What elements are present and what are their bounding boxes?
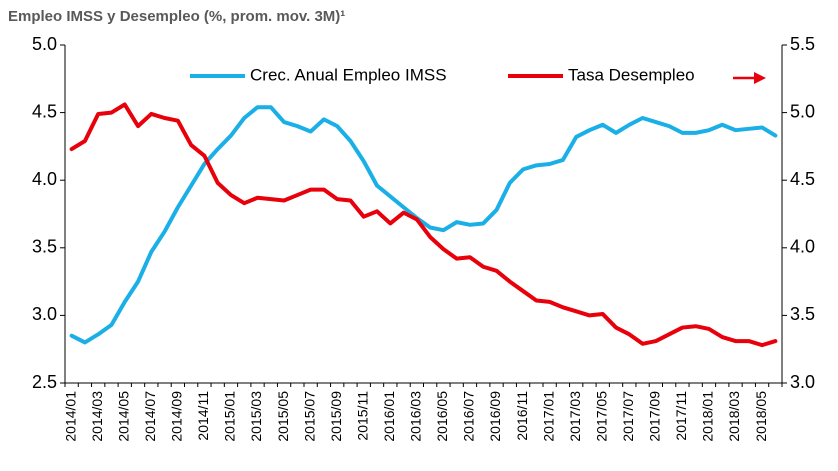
- y-tick-label: 4.0: [32, 169, 57, 189]
- y2-tick-label: 5.5: [790, 34, 815, 54]
- y-tick-label: 5.0: [32, 34, 57, 54]
- x-tick-label: 2015/11: [354, 391, 370, 441]
- x-tick-label: 2017/11: [673, 391, 689, 441]
- y2-tick-label: 3.0: [790, 372, 815, 392]
- y2-tick-label: 4.5: [790, 169, 815, 189]
- x-tick-label: 2016/07: [461, 391, 477, 442]
- x-tick-label: 2017/09: [647, 391, 663, 442]
- series-line: [69, 102, 778, 348]
- x-tick-label: 2016/03: [408, 391, 424, 442]
- x-tick-label: 2018/01: [700, 391, 716, 442]
- x-tick-label: 2015/01: [222, 391, 238, 442]
- x-tick-label: 2016/01: [381, 391, 397, 442]
- x-tick-label: 2015/05: [275, 391, 291, 442]
- x-tick-label: 2017/07: [620, 391, 636, 442]
- x-tick-label: 2014/09: [169, 391, 185, 442]
- x-tick-label: 2015/03: [248, 391, 264, 442]
- legend-arrow-head: [754, 72, 766, 84]
- x-tick-label: 2017/05: [593, 391, 609, 442]
- x-tick-label: 2015/07: [301, 391, 317, 442]
- x-tick-label: 2016/05: [434, 391, 450, 442]
- legend-label: Crec. Anual Empleo IMSS: [250, 65, 447, 84]
- y-tick-label: 3.0: [32, 304, 57, 324]
- x-tick-label: 2014/03: [89, 391, 105, 442]
- y-tick-label: 3.5: [32, 237, 57, 257]
- x-tick-label: 2014/11: [195, 391, 211, 441]
- x-tick-label: 2015/09: [328, 391, 344, 442]
- x-tick-label: 2014/01: [62, 391, 78, 442]
- y-tick-label: 2.5: [32, 372, 57, 392]
- y2-tick-label: 5.0: [790, 101, 815, 121]
- x-tick-label: 2018/05: [753, 391, 769, 442]
- x-tick-label: 2014/05: [115, 391, 131, 442]
- x-tick-label: 2018/03: [726, 391, 742, 442]
- x-tick-label: 2016/09: [487, 391, 503, 442]
- x-tick-label: 2017/01: [540, 391, 556, 442]
- x-tick-label: 2014/07: [142, 391, 158, 442]
- chart-title: Empleo IMSS y Desempleo (%, prom. mov. 3…: [8, 8, 345, 25]
- x-tick-label: 2016/11: [514, 391, 530, 441]
- y2-tick-label: 4.0: [790, 237, 815, 257]
- y2-tick-label: 3.5: [790, 304, 815, 324]
- series-line: [69, 105, 778, 345]
- legend-label: Tasa Desempleo: [568, 65, 695, 84]
- y-tick-label: 4.5: [32, 101, 57, 121]
- x-tick-label: 2017/03: [567, 391, 583, 442]
